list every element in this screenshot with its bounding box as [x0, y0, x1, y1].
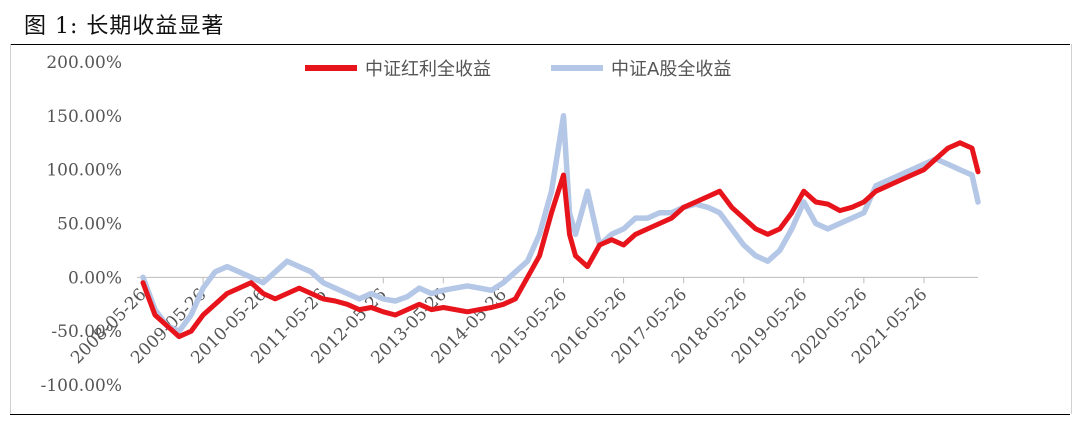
figure-title: 图 1: 长期收益显著 [24, 14, 225, 39]
y-tick-label: 100.00% [46, 161, 122, 181]
legend-label: 中证A股全收益 [611, 59, 731, 80]
y-tick-label: -50.00% [51, 322, 122, 342]
y-axis: 200.00% 150.00% 100.00% 50.00% 0.00% -50.00% -… [41, 53, 122, 396]
figure-header: 图 1: 长期收益显著 [10, 0, 1070, 45]
legend-label: 中证红利全收益 [365, 59, 491, 80]
legend: 中证红利全收益 中证A股全收益 [305, 59, 731, 80]
y-tick-label: -100.00% [41, 376, 122, 396]
series-line-dividend [140, 140, 981, 340]
y-tick-label: 50.00% [57, 215, 122, 235]
y-tick-label: 0.00% [68, 268, 122, 288]
series-line-a-share [140, 113, 981, 334]
y-tick-label: 200.00% [46, 53, 122, 73]
series-layer [140, 113, 981, 340]
y-tick-label: 150.00% [46, 107, 122, 127]
chart-frame [10, 44, 1072, 414]
bottom-rule [10, 414, 1070, 415]
